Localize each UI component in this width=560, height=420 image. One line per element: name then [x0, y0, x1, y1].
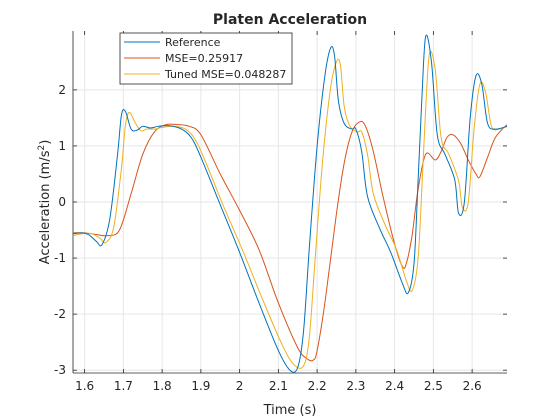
legend-label-tuned: Tuned MSE=0.048287 — [164, 68, 286, 81]
x-tick-label: 1.8 — [153, 379, 172, 393]
chart-title: Platen Acceleration — [213, 12, 367, 28]
x-tick-label: 2 — [236, 379, 244, 393]
series-line-tuned — [73, 50, 507, 369]
series-line-reference — [73, 34, 507, 373]
series-group — [73, 34, 507, 373]
x-tick-label: 2.3 — [346, 379, 365, 393]
y-axis-label-close: ) — [38, 140, 53, 145]
x-tick-label: 1.6 — [75, 379, 94, 393]
y-axis-label-superscript: 2 — [37, 145, 47, 151]
x-tick-label: 1.7 — [114, 379, 133, 393]
y-tick-label: -3 — [54, 363, 66, 377]
y-tick-label: 0 — [58, 195, 66, 209]
x-tick-label: 2.4 — [385, 379, 404, 393]
legend-label-mse: MSE=0.25917 — [165, 52, 243, 65]
x-tick-label: 2.2 — [308, 379, 327, 393]
x-tick-label: 2.6 — [463, 379, 482, 393]
x-tick-label: 2.5 — [424, 379, 443, 393]
x-axis-label: Time (s) — [263, 403, 317, 418]
x-tick-label: 2.1 — [269, 379, 288, 393]
y-tick-label: 1 — [58, 139, 66, 153]
y-tick-label: -2 — [54, 307, 66, 321]
axes: 1.6 1.7 1.8 1.9 2 2.1 2.2 2.3 2.4 2.5 2.6 -3 -2 -1 0 1 2 — [54, 31, 507, 393]
legend-label-reference: Reference — [165, 36, 221, 49]
y-tick-label: 2 — [58, 83, 66, 97]
y-axis-label: Acceleration (m/s2) — [37, 140, 53, 265]
x-tick-label: 1.9 — [191, 379, 210, 393]
legend: Reference MSE=0.25917 Tuned MSE=0.048287 — [119, 32, 293, 85]
y-axis-label-main: Acceleration (m/s — [38, 150, 53, 264]
y-tick-label: -1 — [54, 251, 66, 265]
